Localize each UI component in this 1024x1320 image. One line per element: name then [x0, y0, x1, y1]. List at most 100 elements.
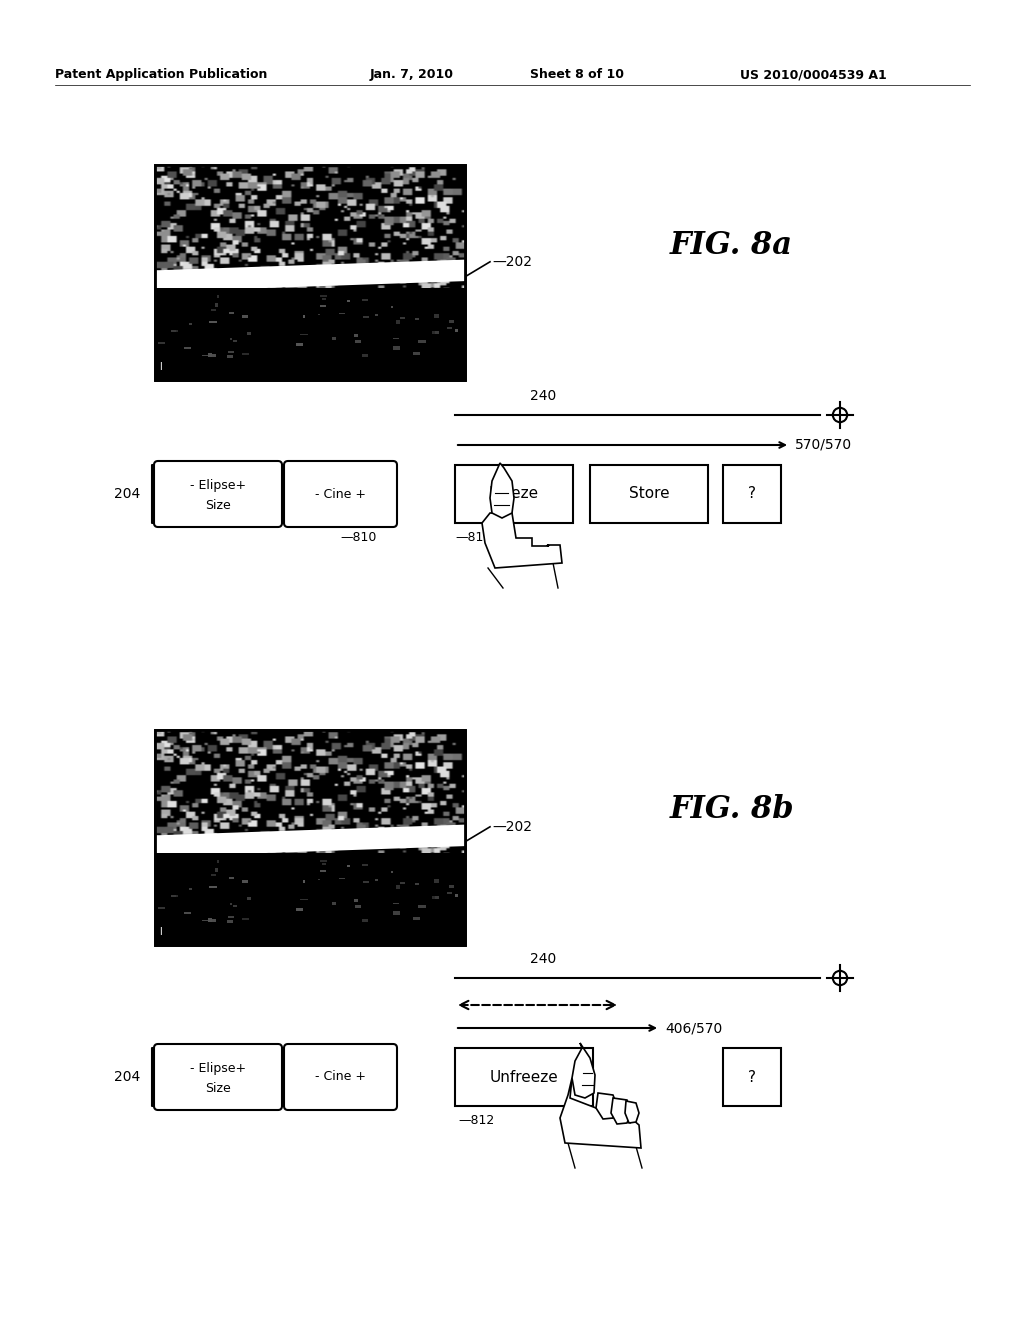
Bar: [189, 888, 193, 890]
Bar: [208, 352, 212, 356]
Bar: [296, 343, 303, 346]
Text: Size: Size: [205, 1082, 230, 1096]
Bar: [211, 309, 216, 312]
Bar: [434, 896, 439, 899]
Text: ?: ?: [748, 1069, 756, 1085]
Polygon shape: [155, 825, 465, 857]
Polygon shape: [611, 1098, 631, 1125]
Bar: [242, 314, 248, 318]
Bar: [415, 318, 419, 321]
Text: - Cine +: - Cine +: [315, 1071, 366, 1084]
Bar: [723, 1048, 781, 1106]
Bar: [432, 331, 434, 334]
Bar: [229, 876, 234, 879]
Bar: [226, 920, 233, 923]
Bar: [392, 911, 399, 915]
Bar: [155, 730, 465, 945]
Text: —812: —812: [455, 531, 492, 544]
Bar: [209, 919, 216, 921]
Bar: [455, 1048, 593, 1106]
Bar: [209, 321, 217, 322]
Bar: [228, 916, 233, 917]
Bar: [361, 354, 369, 356]
Bar: [347, 300, 350, 302]
Bar: [215, 867, 218, 871]
Bar: [361, 863, 368, 866]
Polygon shape: [560, 1078, 641, 1148]
Bar: [362, 315, 369, 318]
Bar: [418, 339, 426, 343]
Bar: [392, 346, 399, 350]
Text: —812: —812: [458, 1114, 495, 1127]
Bar: [171, 895, 176, 896]
Polygon shape: [155, 260, 465, 292]
Bar: [303, 880, 305, 883]
Bar: [322, 863, 326, 865]
Bar: [375, 314, 378, 315]
Bar: [590, 465, 708, 523]
Text: 204: 204: [114, 1071, 140, 1084]
Bar: [396, 884, 399, 888]
Bar: [155, 853, 465, 945]
Bar: [723, 465, 781, 523]
Bar: [233, 339, 237, 342]
Bar: [449, 319, 454, 323]
Text: l: l: [159, 362, 162, 372]
Bar: [434, 879, 439, 883]
Bar: [159, 907, 165, 909]
Text: 240: 240: [530, 389, 556, 403]
Bar: [242, 879, 248, 883]
FancyBboxPatch shape: [154, 461, 282, 527]
Polygon shape: [482, 513, 562, 568]
Text: 570/570: 570/570: [795, 438, 852, 451]
Bar: [413, 351, 420, 355]
Bar: [339, 313, 345, 314]
Bar: [434, 331, 439, 334]
Bar: [319, 859, 327, 862]
Bar: [229, 312, 234, 314]
Bar: [230, 903, 232, 904]
Text: —202: —202: [492, 820, 532, 834]
Bar: [321, 305, 326, 308]
Text: Freeze: Freeze: [488, 487, 539, 502]
Bar: [243, 919, 249, 920]
Bar: [216, 296, 219, 298]
Bar: [400, 882, 404, 884]
Bar: [226, 355, 233, 358]
Bar: [391, 871, 393, 873]
Bar: [434, 314, 439, 318]
Bar: [415, 883, 419, 886]
Bar: [353, 899, 357, 903]
FancyBboxPatch shape: [154, 1044, 282, 1110]
Text: Jan. 7, 2010: Jan. 7, 2010: [370, 69, 454, 81]
Polygon shape: [625, 1101, 639, 1123]
Bar: [355, 341, 360, 343]
Polygon shape: [572, 1043, 595, 1098]
Bar: [339, 878, 345, 879]
Bar: [353, 334, 357, 338]
Text: l: l: [159, 927, 162, 937]
Bar: [209, 886, 217, 888]
Bar: [447, 326, 453, 329]
Bar: [155, 730, 465, 945]
Text: 204: 204: [114, 487, 140, 502]
Bar: [375, 879, 378, 880]
Text: Size: Size: [205, 499, 230, 512]
Bar: [247, 333, 251, 334]
Bar: [296, 908, 303, 911]
Bar: [184, 347, 191, 348]
Bar: [233, 904, 237, 907]
Bar: [319, 294, 327, 297]
Text: —202: —202: [492, 255, 532, 269]
Bar: [332, 902, 336, 904]
Bar: [243, 354, 249, 355]
Bar: [413, 916, 420, 920]
Bar: [447, 892, 453, 894]
Bar: [361, 919, 369, 921]
Bar: [396, 319, 399, 323]
Bar: [321, 870, 326, 873]
Bar: [455, 894, 459, 896]
Bar: [209, 354, 216, 356]
Bar: [211, 874, 216, 876]
Bar: [347, 865, 350, 867]
